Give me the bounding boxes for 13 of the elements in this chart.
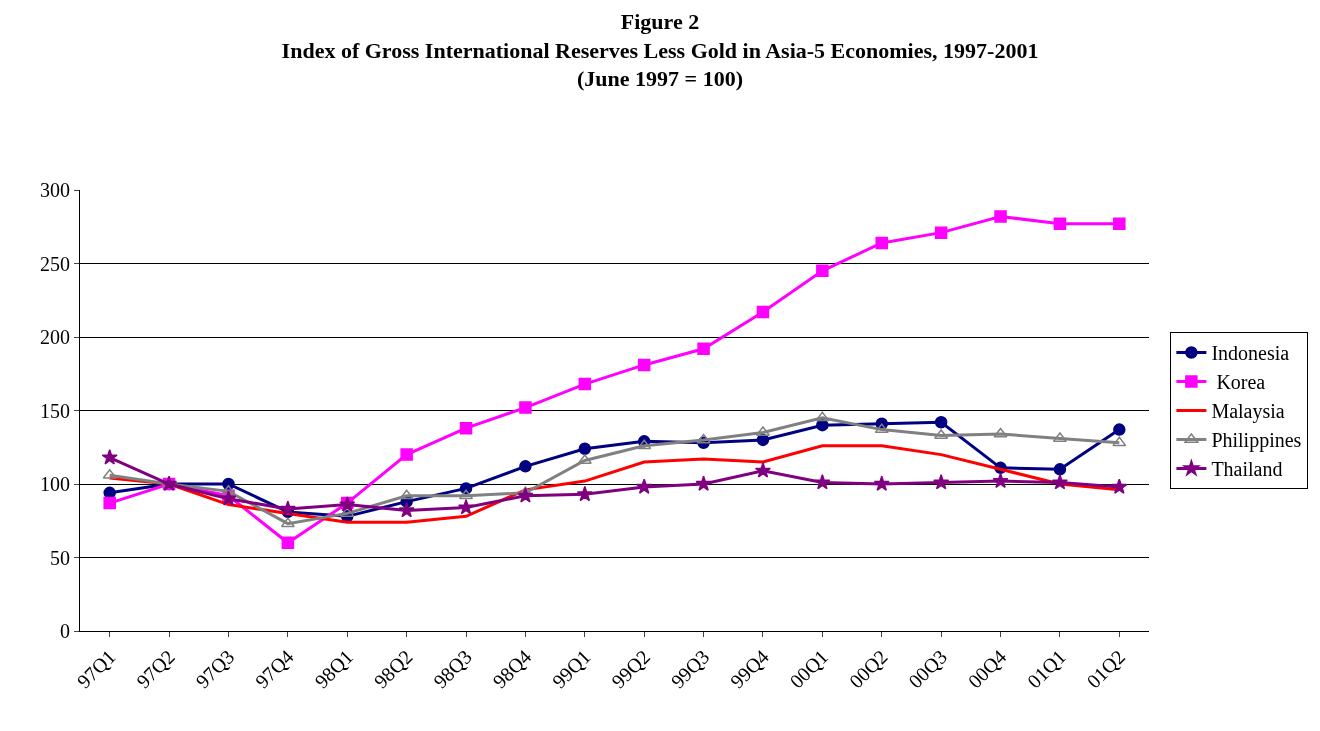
y-tick-label: 200 <box>40 326 70 348</box>
y-tick-label: 150 <box>40 399 70 422</box>
y-tick-label: 0 <box>60 620 70 642</box>
y-tick-label: 50 <box>50 546 70 569</box>
y-tick-label: 250 <box>40 252 70 275</box>
legend-label: Indonesia <box>1211 342 1290 365</box>
legend-label: Philippines <box>1211 429 1302 453</box>
legend-label: Malaysia <box>1211 400 1285 424</box>
legend-label: Korea <box>1211 371 1266 394</box>
legend-label: Thailand <box>1211 458 1283 481</box>
chart-title: Figure 2 Index of Gross International Reserves Less Gold in Asia-5 Economies, 1997-2001 (June 1997 = 100) <box>281 9 1039 92</box>
y-tick-label: 100 <box>40 473 70 495</box>
y-tick-label: 300 <box>40 179 70 201</box>
